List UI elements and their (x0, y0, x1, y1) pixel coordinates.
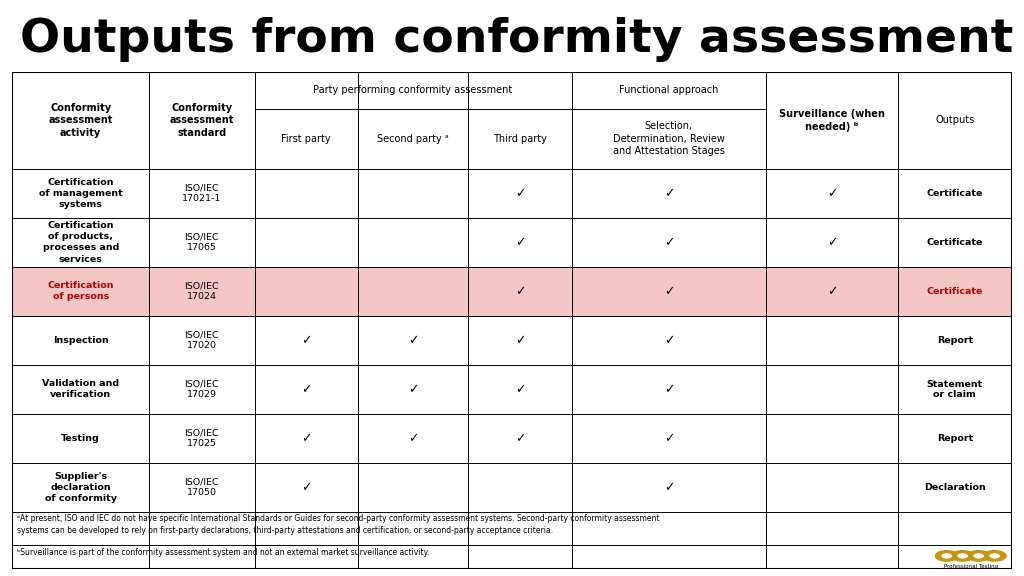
Text: ISO/IEC
17024: ISO/IEC 17024 (184, 282, 219, 301)
Text: Professional Testing: Professional Testing (944, 564, 997, 569)
Circle shape (989, 553, 1000, 559)
Text: ✓: ✓ (515, 383, 525, 396)
Text: Selection,
Determination, Review
and Attestation Stages: Selection, Determination, Review and Att… (613, 122, 725, 156)
Text: Conformity
assessment
activity: Conformity assessment activity (48, 103, 113, 138)
Text: ✓: ✓ (827, 187, 838, 200)
Text: Certification
of persons: Certification of persons (47, 282, 114, 301)
Bar (12, 267, 1012, 316)
Text: Certificate: Certificate (927, 287, 983, 296)
Text: ✓: ✓ (301, 481, 311, 494)
Text: ✓: ✓ (408, 383, 418, 396)
Text: ✓: ✓ (301, 383, 311, 396)
Text: Declaration: Declaration (924, 483, 986, 492)
Text: Certification
of products,
processes and
services: Certification of products, processes and… (43, 221, 119, 264)
Text: Surveillance (when
needed) ᵇ: Surveillance (when needed) ᵇ (779, 109, 885, 132)
Circle shape (950, 550, 975, 562)
Circle shape (983, 550, 1007, 562)
Circle shape (941, 553, 952, 559)
Text: First party: First party (282, 134, 331, 144)
Text: ✓: ✓ (515, 187, 525, 200)
Text: Testing: Testing (61, 434, 100, 443)
Text: ✓: ✓ (664, 187, 674, 200)
Text: ✓: ✓ (664, 481, 674, 494)
Text: ISO/IEC
17025: ISO/IEC 17025 (184, 429, 219, 448)
Text: Outputs: Outputs (935, 115, 975, 126)
Circle shape (935, 550, 958, 562)
Text: Inspection: Inspection (53, 336, 109, 345)
Text: ✓: ✓ (515, 236, 525, 249)
Text: ISO/IEC
17029: ISO/IEC 17029 (184, 380, 219, 399)
Text: Report: Report (937, 336, 973, 345)
Text: ᵇSurveillance is part of the conformity assessment system and not an external ma: ᵇSurveillance is part of the conformity … (17, 548, 430, 556)
Text: ✓: ✓ (664, 334, 674, 347)
Text: Outputs from conformity assessment: Outputs from conformity assessment (20, 17, 1014, 62)
Text: ✓: ✓ (515, 334, 525, 347)
Text: ✓: ✓ (515, 285, 525, 298)
Text: ✓: ✓ (827, 236, 838, 249)
Circle shape (957, 553, 968, 559)
Text: Party performing conformity assessment: Party performing conformity assessment (313, 85, 513, 96)
Text: Statement
or claim: Statement or claim (927, 380, 983, 399)
Text: ✓: ✓ (664, 383, 674, 396)
Text: Report: Report (937, 434, 973, 443)
Text: Conformity
assessment
standard: Conformity assessment standard (170, 103, 234, 138)
Text: ✓: ✓ (408, 432, 418, 445)
Text: ✓: ✓ (515, 432, 525, 445)
Text: Certificate: Certificate (927, 238, 983, 247)
Text: Certificate: Certificate (927, 189, 983, 198)
Text: ISO/IEC
17020: ISO/IEC 17020 (184, 331, 219, 350)
Text: Third party: Third party (493, 134, 547, 144)
Circle shape (974, 553, 984, 559)
Text: ✓: ✓ (664, 285, 674, 298)
Text: Second party ᵃ: Second party ᵃ (377, 134, 449, 144)
Text: ✓: ✓ (827, 285, 838, 298)
Text: ISO/IEC
17050: ISO/IEC 17050 (184, 478, 219, 497)
Text: ✓: ✓ (408, 334, 418, 347)
Text: Supplier's
declaration
of conformity: Supplier's declaration of conformity (45, 472, 117, 503)
Text: Certification
of management
systems: Certification of management systems (39, 178, 123, 209)
Text: ✓: ✓ (301, 432, 311, 445)
Circle shape (967, 550, 991, 562)
Text: ᵃAt present, ISO and IEC do not have specific International Standards or Guides : ᵃAt present, ISO and IEC do not have spe… (17, 514, 659, 535)
Text: ISO/IEC
17065: ISO/IEC 17065 (184, 233, 219, 252)
Text: ISO/IEC
17021-1: ISO/IEC 17021-1 (182, 184, 221, 203)
Text: ✓: ✓ (664, 432, 674, 445)
Text: Functional approach: Functional approach (620, 85, 719, 96)
Text: ✓: ✓ (664, 236, 674, 249)
Text: ✓: ✓ (301, 334, 311, 347)
Text: Validation and
verification: Validation and verification (42, 380, 120, 400)
